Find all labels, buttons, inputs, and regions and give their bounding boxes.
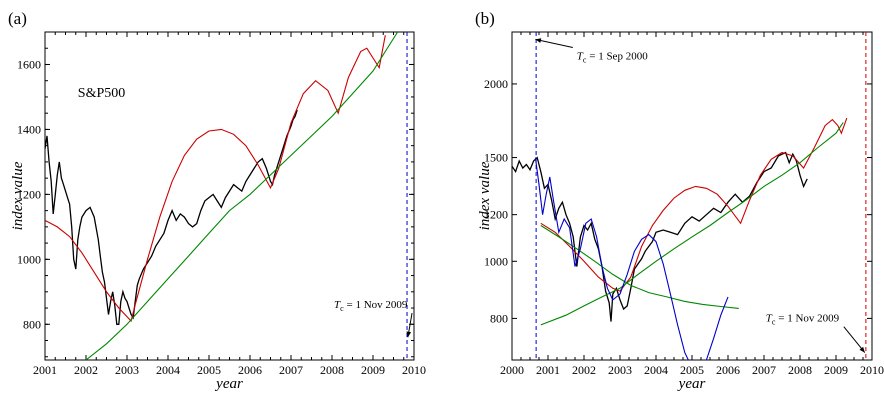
x-tick-label: 2008 (320, 363, 344, 377)
x-tick-label: 2003 (115, 363, 139, 377)
x-tick-label: 2001 (33, 363, 57, 377)
annotation-text: Tc = 1 Sep 2000 (577, 51, 648, 65)
y-axis-label: index value (477, 161, 493, 230)
y-tick-label: 1600 (17, 57, 41, 71)
y-tick-label: 1400 (17, 122, 41, 136)
y-tick-label: 1000 (17, 252, 41, 266)
panel-label: (b) (475, 9, 495, 28)
x-tick-label: 2006 (716, 363, 740, 377)
x-tick-label: 2010 (860, 363, 884, 377)
x-tick-label: 2009 (824, 363, 848, 377)
x-tick-label: 2003 (608, 363, 632, 377)
panel-label: (a) (8, 9, 27, 28)
y-tick-label: 800 (23, 317, 41, 331)
x-tick-label: 2009 (361, 363, 385, 377)
x-tick-label: 2008 (788, 363, 812, 377)
x-axis-label: year (677, 376, 706, 392)
y-tick-label: 1200 (17, 187, 41, 201)
x-tick-label: 2001 (536, 363, 560, 377)
series-line-0 (45, 109, 298, 325)
annotation-text: S&P500 (78, 86, 125, 101)
annotation-arrowhead (406, 331, 412, 338)
series-line-1 (45, 35, 386, 323)
x-tick-label: 2007 (752, 363, 776, 377)
annotation-arrowhead (535, 38, 542, 43)
y-tick-label: 1000 (484, 254, 508, 268)
annotation-text: Tc = 1 Nov 2009 (766, 313, 840, 327)
y-tick-label: 800 (490, 311, 508, 325)
x-tick-label: 2010 (402, 363, 426, 377)
series-line-3 (540, 225, 739, 309)
plot-frame (511, 31, 873, 361)
series-line-4 (534, 157, 729, 360)
x-tick-label: 2007 (279, 363, 303, 377)
x-tick-label: 2002 (572, 363, 596, 377)
x-tick-label: 2002 (74, 363, 98, 377)
x-tick-label: 2004 (644, 363, 668, 377)
y-tick-label: 1200 (484, 208, 508, 222)
annotation-arrow (843, 326, 866, 353)
x-tick-label: 2005 (680, 363, 704, 377)
y-tick-label: 1500 (484, 151, 508, 165)
x-axis-label: year (214, 376, 243, 392)
annotation-text: Tc = 1 Nov 2009 (334, 299, 408, 313)
x-tick-label: 2000 (500, 363, 524, 377)
series-line-2 (85, 32, 399, 360)
series-line-1 (540, 117, 848, 292)
series-line-2 (540, 122, 844, 326)
y-tick-label: 2000 (484, 77, 508, 91)
y-axis-label: index value (10, 161, 26, 230)
series-line-0 (512, 151, 808, 322)
annotation-arrowhead (859, 346, 865, 353)
x-tick-label: 2005 (197, 363, 221, 377)
x-tick-label: 2006 (238, 363, 262, 377)
annotation-arrow (535, 38, 573, 49)
x-tick-label: 2004 (156, 363, 180, 377)
